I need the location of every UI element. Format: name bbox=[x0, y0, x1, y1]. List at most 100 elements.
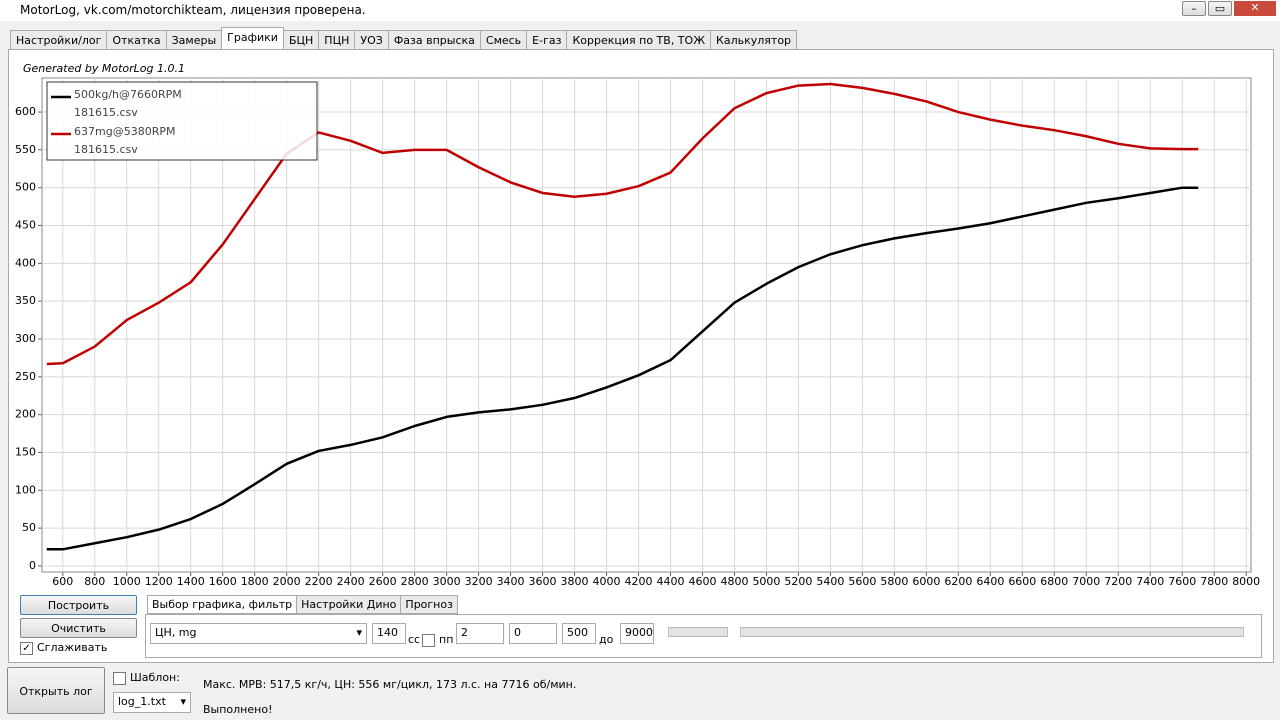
value: ЦН, mg bbox=[155, 626, 197, 639]
status: Выполнено! bbox=[203, 703, 273, 716]
y-tick-label: 0 bbox=[29, 559, 36, 572]
range-slider[interactable] bbox=[740, 627, 1244, 637]
legend-label: 637mg@5380RPM bbox=[74, 125, 175, 138]
y-tick-label: 350 bbox=[15, 294, 36, 307]
tab[interactable]: БЦН bbox=[282, 30, 320, 51]
y-tick-label: 600 bbox=[15, 105, 36, 118]
x-tick-label: 800 bbox=[84, 575, 105, 588]
x-tick-label: 7200 bbox=[1104, 575, 1132, 588]
y-tick-label: 200 bbox=[15, 408, 36, 421]
legend-file: 181615.csv bbox=[74, 106, 138, 119]
tab[interactable]: Калькулятор bbox=[710, 30, 798, 51]
y-tick-label: 450 bbox=[15, 219, 36, 232]
x-tick-label: 4000 bbox=[593, 575, 621, 588]
legend-label: 500kg/h@7660RPM bbox=[74, 88, 182, 101]
legend-file: 181615.csv bbox=[74, 143, 138, 156]
subtab-bar: Выбор графика, фильтр Настройки Дино Прогн… bbox=[147, 595, 458, 614]
series-line bbox=[46, 186, 1199, 551]
x-tick-label: 2000 bbox=[273, 575, 301, 588]
tab[interactable]: Настройки/лог bbox=[10, 30, 108, 51]
x-tick-label: 4600 bbox=[688, 575, 716, 588]
checkbox[interactable]: ✓ bbox=[20, 641, 33, 655]
file-select[interactable]: log_1.txt ▾ bbox=[113, 692, 191, 713]
x-tick-label: 4400 bbox=[656, 575, 684, 588]
x-tick-label: 6200 bbox=[944, 575, 972, 588]
x-tick-label: 3600 bbox=[529, 575, 557, 588]
channel-select[interactable]: ЦН, mg ▾ bbox=[150, 623, 367, 644]
x-tick-label: 7800 bbox=[1200, 575, 1228, 588]
x-tick-label: 5600 bbox=[848, 575, 876, 588]
x-tick-label: 7000 bbox=[1072, 575, 1100, 588]
x-tick-label: 1800 bbox=[241, 575, 269, 588]
open-log-button[interactable]: Открыть лог bbox=[7, 667, 105, 714]
maximize[interactable]: ▭ bbox=[1208, 1, 1232, 16]
x-tick-label: 6400 bbox=[976, 575, 1004, 588]
tab[interactable]: Фаза впрыска bbox=[387, 30, 481, 51]
x-tick-label: 6000 bbox=[912, 575, 940, 588]
legend bbox=[46, 81, 318, 161]
x-tick-label: 1200 bbox=[145, 575, 173, 588]
from-input[interactable]: 500 bbox=[562, 623, 596, 644]
smooth-checkbox[interactable]: ✓ Сглаживать bbox=[20, 641, 107, 655]
x-tick-label: 5000 bbox=[752, 575, 780, 588]
title-bar: MotorLog, vk.com/motorchikteam, лицензия… bbox=[0, 0, 1280, 21]
y-tick-label: 400 bbox=[15, 256, 36, 269]
offset-input[interactable]: 0 bbox=[509, 623, 557, 644]
x-tick-label: 3200 bbox=[465, 575, 493, 588]
tab-bar: Настройки/лог Откатка Замеры Графики БЦН ПЦН У… bbox=[10, 27, 798, 51]
subtab[interactable]: Настройки Дино bbox=[296, 595, 402, 614]
label: Сглаживать bbox=[37, 641, 108, 654]
minimize[interactable]: – bbox=[1182, 1, 1206, 16]
filter-input[interactable]: 140 bbox=[372, 623, 406, 644]
x-tick-label: 7400 bbox=[1136, 575, 1164, 588]
checkbox[interactable] bbox=[113, 671, 126, 685]
tab[interactable]: Откатка bbox=[106, 30, 167, 51]
tab[interactable]: Замеры bbox=[165, 30, 223, 51]
build-button[interactable]: Построить bbox=[20, 595, 137, 615]
step-input[interactable]: 2 bbox=[456, 623, 504, 644]
x-tick-label: 4200 bbox=[625, 575, 653, 588]
x-tick-label: 1600 bbox=[209, 575, 237, 588]
x-tick-label: 2200 bbox=[305, 575, 333, 588]
y-tick-label: 50 bbox=[22, 521, 36, 534]
y-tick-label: 500 bbox=[15, 181, 36, 194]
tab[interactable]: ПЦН bbox=[318, 30, 356, 51]
x-tick-label: 3000 bbox=[433, 575, 461, 588]
subtab[interactable]: Выбор графика, фильтр bbox=[147, 595, 298, 614]
x-tick-label: 2400 bbox=[337, 575, 365, 588]
y-tick-label: 150 bbox=[15, 445, 36, 458]
x-tick-label: 5200 bbox=[784, 575, 812, 588]
x-tick-label: 2800 bbox=[401, 575, 429, 588]
series-line bbox=[46, 82, 1199, 366]
tab[interactable]: Смесь bbox=[479, 30, 528, 51]
template-checkbox[interactable]: Шаблон: bbox=[113, 671, 180, 685]
tab[interactable]: Графики bbox=[221, 27, 284, 51]
chart: Generated by MotorLog 1.0.1 600 800 1000 12… bbox=[15, 62, 1260, 588]
slider[interactable] bbox=[668, 627, 728, 637]
x-tick-label: 8000 bbox=[1232, 575, 1260, 588]
subtab[interactable]: Прогноз bbox=[400, 595, 458, 614]
x-tick-label: 1400 bbox=[177, 575, 205, 588]
to-input[interactable]: 9000 bbox=[620, 623, 654, 644]
pp-checkbox[interactable]: пп bbox=[422, 633, 453, 647]
x-tick-label: 600 bbox=[52, 575, 73, 588]
x-tick-label: 3800 bbox=[561, 575, 589, 588]
y-tick-label: 250 bbox=[15, 370, 36, 383]
tab[interactable]: E-газ bbox=[526, 30, 568, 51]
tab[interactable]: Коррекция по ТВ, ТОЖ bbox=[566, 30, 712, 51]
x-tick-label: 5400 bbox=[816, 575, 844, 588]
value: log_1.txt bbox=[118, 695, 166, 708]
summary: Макс. МРВ: 517,5 кг/ч, ЦН: 556 мг/цикл, … bbox=[203, 678, 577, 691]
close[interactable]: ✕ bbox=[1234, 1, 1276, 16]
chart-annotation: Generated by MotorLog 1.0.1 bbox=[23, 62, 185, 75]
x-tick-label: 4800 bbox=[720, 575, 748, 588]
x-tick-label: 5800 bbox=[880, 575, 908, 588]
checkbox[interactable] bbox=[422, 633, 435, 647]
x-tick-label: 6800 bbox=[1040, 575, 1068, 588]
tab[interactable]: УОЗ bbox=[354, 30, 389, 51]
cc-label: cc bbox=[408, 633, 421, 646]
x-tick-label: 6600 bbox=[1008, 575, 1036, 588]
x-tick-label: 3400 bbox=[497, 575, 525, 588]
clear-button[interactable]: Очистить bbox=[20, 618, 137, 638]
